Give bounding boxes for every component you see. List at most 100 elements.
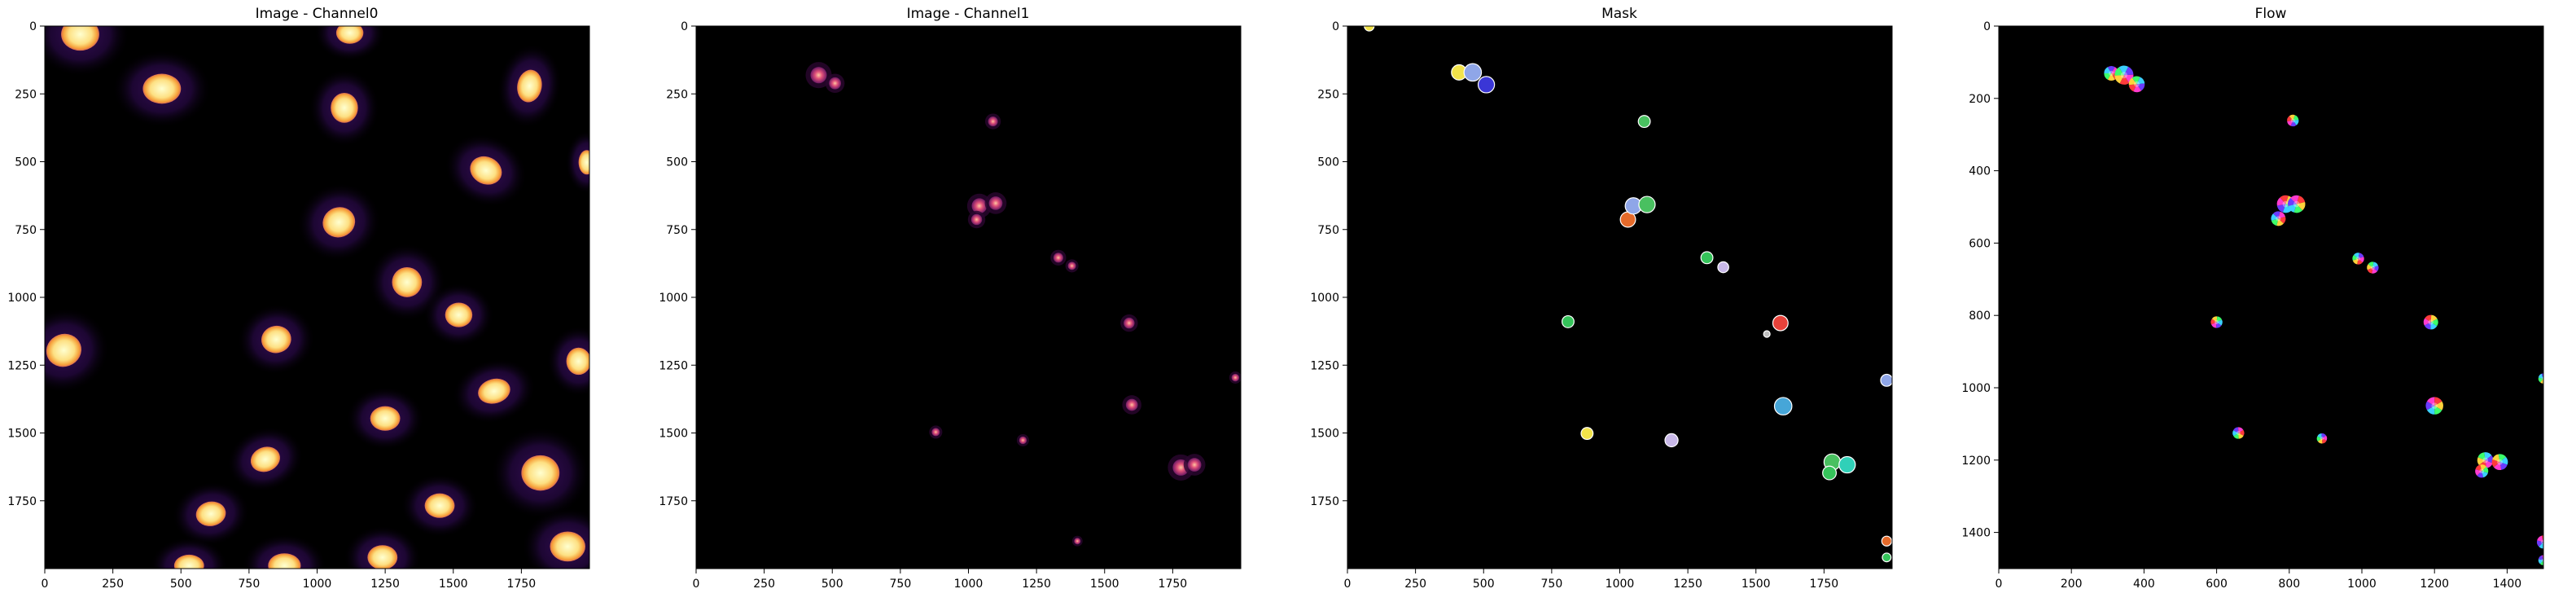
flow-wedge bbox=[2425, 401, 2435, 411]
x-tick-label: 1000 bbox=[954, 578, 984, 591]
flow-wedge bbox=[2480, 464, 2487, 472]
y-tick-label: 1250 bbox=[1310, 359, 1339, 372]
y-tick-label: 1200 bbox=[1961, 455, 1991, 468]
flow-wedge bbox=[2538, 377, 2543, 383]
x-tick-label: 250 bbox=[1404, 578, 1426, 591]
nucleus bbox=[521, 455, 560, 491]
flow-center bbox=[2541, 376, 2543, 380]
flow-wedge bbox=[2238, 427, 2244, 433]
flow-wedge bbox=[2485, 459, 2493, 468]
flow-wedge bbox=[2296, 202, 2306, 211]
mask-object bbox=[1463, 63, 1483, 82]
spot bbox=[1231, 373, 1239, 382]
flow-center bbox=[2479, 468, 2484, 474]
flow-center bbox=[2497, 459, 2503, 465]
mask-object bbox=[1773, 397, 1793, 415]
mask-object bbox=[1822, 465, 1838, 481]
mask-object bbox=[1638, 196, 1656, 213]
flow-wedge bbox=[2211, 322, 2217, 328]
y-axis-ticks: 0 200 400 600 800 1000 1200 1400 bbox=[1961, 20, 1999, 540]
panel-title: Image - Channel1 bbox=[907, 6, 1030, 22]
flow-wedge bbox=[2434, 401, 2443, 411]
flow-wedge bbox=[2491, 459, 2500, 468]
flow-wedge bbox=[2287, 116, 2293, 121]
flow-wedge bbox=[2367, 264, 2373, 270]
y-tick-label: 750 bbox=[666, 224, 688, 237]
y-tick-label: 500 bbox=[1317, 156, 1339, 169]
flow-wedge bbox=[2537, 535, 2543, 543]
x-tick-label: 1400 bbox=[2493, 578, 2522, 591]
flow-wedge bbox=[2540, 378, 2543, 384]
nucleus bbox=[173, 554, 204, 569]
nucleus bbox=[367, 545, 398, 569]
flow-wedge bbox=[2499, 462, 2508, 470]
panel-title: Mask bbox=[1601, 6, 1637, 22]
flow-center bbox=[2541, 558, 2543, 562]
y-tick-label: 1400 bbox=[1961, 527, 1991, 540]
flow-wedge bbox=[2107, 73, 2115, 81]
flow-wedge bbox=[2543, 560, 2548, 565]
nucleus bbox=[424, 493, 455, 518]
flow-wedge bbox=[2131, 76, 2140, 85]
nucleus bbox=[331, 92, 358, 123]
flow-wedge bbox=[2543, 375, 2548, 380]
flow-wedge bbox=[2368, 261, 2374, 268]
mask-object bbox=[1637, 115, 1651, 129]
x-tick-label: 1000 bbox=[1606, 578, 1635, 591]
x-tick-label: 1000 bbox=[303, 578, 332, 591]
flow-wedge bbox=[2280, 195, 2289, 204]
axes-frame bbox=[1998, 25, 2544, 569]
nucleus bbox=[517, 69, 542, 103]
flow-wedge bbox=[2539, 560, 2543, 565]
flow-center bbox=[2370, 266, 2375, 270]
nucleus bbox=[335, 26, 364, 44]
flow-wedge bbox=[2477, 457, 2486, 465]
flow-wedge bbox=[2278, 211, 2285, 219]
y-tick-label: 1750 bbox=[1310, 495, 1339, 508]
flow-wedge bbox=[2367, 267, 2373, 274]
flow-wedge bbox=[2104, 73, 2112, 80]
flow-wedge bbox=[2233, 427, 2239, 433]
flow-wedge bbox=[2426, 397, 2435, 406]
flow-wedge bbox=[2282, 204, 2292, 213]
y-tick-label: 1000 bbox=[1310, 292, 1339, 305]
y-tick-label: 800 bbox=[1969, 310, 1991, 323]
flow-wedge bbox=[2317, 433, 2322, 439]
x-axis-ticks: 0 250 500 750 1000 1250 1500 1750 bbox=[42, 569, 536, 591]
spot bbox=[1187, 458, 1202, 472]
flow-wedge bbox=[2538, 559, 2543, 565]
flow-wedge bbox=[2293, 119, 2299, 125]
flow-wedge bbox=[2499, 456, 2508, 465]
x-tick-label: 750 bbox=[239, 578, 261, 591]
flow-wedge bbox=[2211, 316, 2218, 323]
y-tick-label: 400 bbox=[1969, 165, 1991, 178]
flow-wedge bbox=[2492, 454, 2500, 463]
mask-object bbox=[1580, 427, 1594, 441]
flow-wedge bbox=[2128, 77, 2137, 86]
flow-wedge bbox=[2276, 218, 2284, 226]
spot bbox=[1053, 253, 1063, 263]
spot bbox=[1074, 538, 1081, 545]
nucleus bbox=[142, 73, 182, 104]
flow-wedge bbox=[2434, 397, 2442, 406]
flow-wedge bbox=[2543, 542, 2550, 548]
flow-wedge bbox=[2358, 253, 2364, 259]
y-tick-label: 1500 bbox=[7, 428, 37, 441]
nucleus bbox=[370, 406, 401, 431]
y-tick-label: 0 bbox=[1983, 20, 1991, 33]
flow-wedge bbox=[2477, 452, 2486, 460]
x-tick-label: 800 bbox=[2278, 578, 2300, 591]
flow-wedge bbox=[2114, 67, 2124, 76]
nucleus bbox=[478, 378, 510, 404]
y-tick-label: 1000 bbox=[7, 292, 37, 305]
flow-wedge bbox=[2271, 213, 2279, 221]
flow-center bbox=[2431, 402, 2438, 409]
x-tick-label: 750 bbox=[890, 578, 912, 591]
flow-wedge bbox=[2288, 204, 2297, 213]
flow-wedge bbox=[2133, 84, 2142, 93]
flow-center bbox=[2320, 437, 2324, 441]
nucleus bbox=[445, 302, 473, 327]
flow-wedge bbox=[2232, 430, 2239, 437]
panel-title: Flow bbox=[2255, 6, 2287, 22]
flow-wedge bbox=[2475, 469, 2482, 476]
